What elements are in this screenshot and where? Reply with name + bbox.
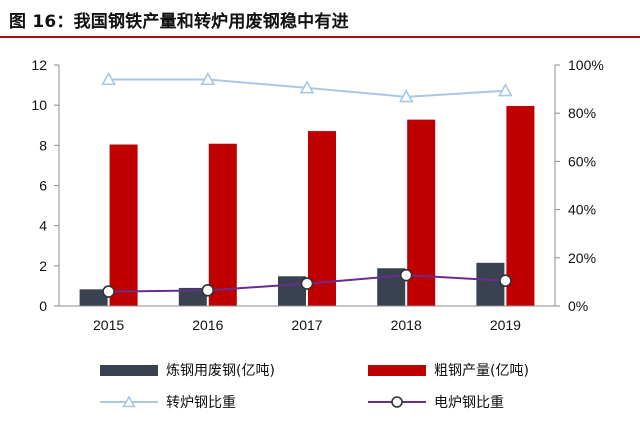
bar-scrap-steel (79, 289, 108, 306)
x-axis-tick-label: 2019 (490, 317, 521, 333)
left-axis-tick-label: 12 (31, 57, 47, 73)
right-axis-tick-label: 80% (568, 105, 596, 121)
x-axis-tick-label: 2018 (391, 317, 422, 333)
bar-scrap-steel (178, 287, 207, 306)
bar-crude-steel (506, 105, 535, 306)
figure-title: 图 16：我国钢铁产量和转炉用废钢稳中有进 (9, 12, 349, 32)
point-eaf-share (300, 277, 314, 290)
point-converter-share (398, 89, 414, 103)
point-converter-share (200, 71, 216, 86)
x-axis-tick-label: 2016 (192, 317, 223, 333)
right-axis-tick-label: 0% (568, 298, 588, 314)
right-axis-tick-label: 40% (568, 202, 596, 218)
left-axis-tick-label: 8 (39, 137, 47, 153)
left-axis-tick-label: 6 (39, 178, 47, 194)
title-rule (0, 36, 640, 38)
left-axis-tick-label: 4 (39, 218, 47, 234)
left-axis-tick-label: 0 (39, 298, 47, 314)
right-axis-tick-label: 20% (568, 250, 596, 266)
point-converter-share (299, 80, 315, 94)
right-axis-tick-label: 100% (568, 57, 604, 73)
point-converter-share (498, 83, 513, 97)
left-axis-tick-label: 10 (31, 97, 47, 113)
point-eaf-share (399, 268, 413, 282)
point-converter-share (101, 71, 116, 86)
point-eaf-share (102, 285, 115, 298)
bar-crude-steel (109, 144, 138, 306)
x-axis-tick-label: 2017 (291, 317, 322, 333)
point-eaf-share (499, 274, 512, 287)
right-axis-tick-label: 60% (568, 153, 596, 169)
bar-crude-steel (308, 131, 336, 306)
point-eaf-share (201, 284, 215, 297)
bar-scrap-steel (476, 262, 505, 306)
left-axis-tick-label: 2 (39, 258, 47, 274)
x-axis-tick-label: 2015 (93, 317, 124, 333)
bar-crude-steel (208, 143, 237, 306)
